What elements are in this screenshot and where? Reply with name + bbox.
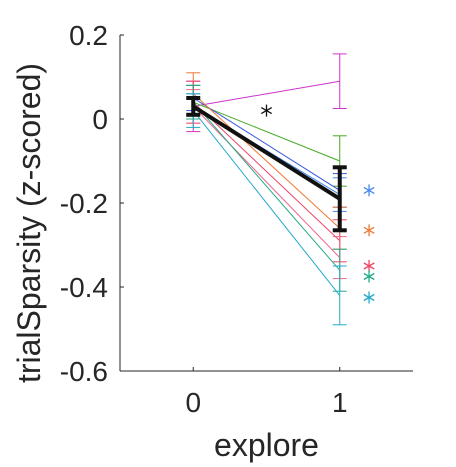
mean-series-line xyxy=(192,104,341,201)
plot-area xyxy=(186,53,375,326)
series-5-line xyxy=(192,93,341,229)
axes: 0.2 0 -0.2 -0.4 -0.6 0 1 xyxy=(60,20,413,418)
series-6-line xyxy=(192,101,341,242)
asterisk-marker xyxy=(363,184,375,197)
asterisk-stroke xyxy=(363,226,375,234)
asterisk-marker xyxy=(363,291,375,304)
x-tick-label: 1 xyxy=(332,387,348,418)
asterisk-marker xyxy=(363,260,375,272)
asterisk-marker xyxy=(363,224,375,237)
series-7-line xyxy=(192,106,341,258)
asterisk-stroke xyxy=(363,186,375,194)
x-tick-label: 0 xyxy=(185,387,201,418)
asterisk-stroke xyxy=(363,272,375,281)
asterisk-stroke xyxy=(363,293,375,302)
y-axis-label: trialSparsity (z-scored) xyxy=(11,63,47,383)
asterisk-stroke xyxy=(363,262,375,270)
asterisk-marker xyxy=(260,104,273,117)
y-tick-label: 0 xyxy=(92,104,108,135)
x-axis-label: explore xyxy=(214,427,319,463)
asterisk-stroke xyxy=(260,107,273,115)
series-8-line xyxy=(192,101,341,271)
y-tick-label: -0.2 xyxy=(60,188,108,219)
asterisk-marker xyxy=(363,270,375,283)
y-tick-label: 0.2 xyxy=(69,20,108,51)
series-2-line xyxy=(193,101,340,162)
series-9-line xyxy=(192,110,341,296)
y-tick-label: -0.6 xyxy=(60,356,108,387)
series-3-line xyxy=(192,97,341,191)
series-1-line xyxy=(193,80,340,107)
y-tick-label: -0.4 xyxy=(60,272,108,303)
